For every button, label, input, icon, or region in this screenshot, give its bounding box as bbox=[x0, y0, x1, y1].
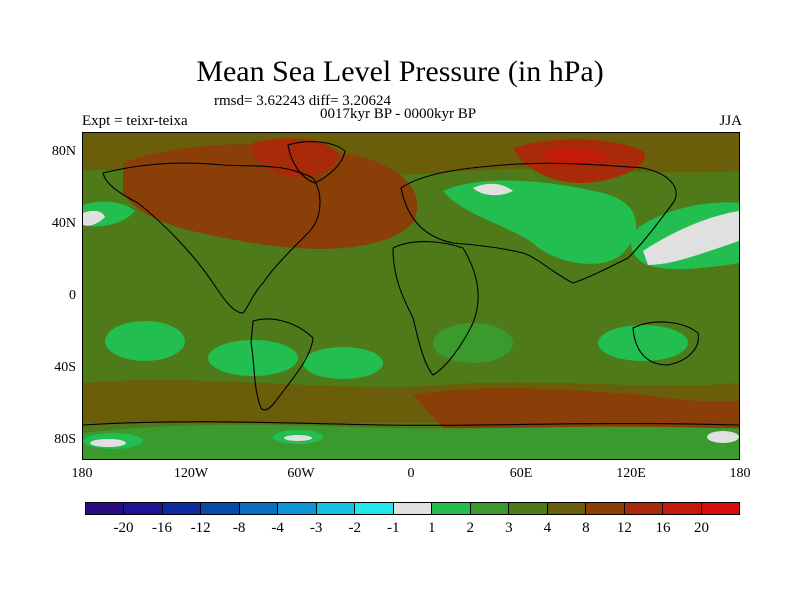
stats-subtitle: rmsd= 3.62243 diff= 3.20624 bbox=[214, 93, 392, 109]
y-tick-label: 40N bbox=[51, 216, 76, 231]
colorbar-label: -2 bbox=[348, 520, 361, 536]
nw-pacific-neutral bbox=[83, 210, 105, 226]
colorbar-label: 16 bbox=[655, 520, 671, 536]
period-subtitle: 0017kyr BP - 0000kyr BP bbox=[320, 106, 477, 122]
ross-neutral bbox=[90, 439, 126, 447]
colorbar-label: 12 bbox=[616, 520, 632, 536]
experiment-label: Expt = teixr-teixa bbox=[82, 113, 188, 129]
colorbar bbox=[85, 502, 740, 515]
colorbar-swatch bbox=[162, 503, 202, 514]
colorbar-label: -1 bbox=[386, 520, 400, 536]
africa-coast bbox=[392, 241, 479, 376]
colorbar-label: 8 bbox=[582, 520, 590, 536]
colorbar-swatch bbox=[586, 503, 625, 514]
map-canvas bbox=[83, 133, 739, 459]
colorbar-label: 4 bbox=[543, 520, 552, 536]
colorbar-label: 3 bbox=[505, 520, 513, 536]
colorbar-swatch bbox=[470, 503, 510, 514]
colorbar-label: 1 bbox=[428, 520, 436, 536]
colorbar-swatch bbox=[355, 503, 394, 514]
s-atlantic-mid bbox=[433, 323, 513, 363]
x-tick-label: 60W bbox=[287, 466, 315, 481]
north-pacific-neutral bbox=[643, 211, 739, 265]
x-tick-label: 120E bbox=[616, 466, 646, 481]
y-tick-label: 0 bbox=[69, 288, 76, 303]
chart-title: Mean Sea Level Pressure (in hPa) bbox=[196, 55, 604, 88]
colorbar-swatch bbox=[201, 503, 240, 514]
weddell-neutral bbox=[284, 435, 312, 441]
greenland-coast bbox=[287, 141, 346, 184]
south-america-coast bbox=[250, 318, 314, 411]
colorbar-label: -12 bbox=[190, 520, 211, 536]
north-america-high bbox=[123, 144, 418, 249]
y-tick-label: 80N bbox=[51, 144, 76, 159]
colorbar-swatch bbox=[239, 503, 279, 514]
colorbar-swatch bbox=[663, 503, 702, 514]
s-atlantic-low bbox=[303, 347, 383, 379]
siberia-max-core bbox=[543, 148, 608, 167]
x-tick-label: 180 bbox=[729, 466, 751, 481]
east-antarctic-neutral bbox=[707, 431, 739, 443]
x-tick-label: 180 bbox=[71, 466, 93, 481]
coastlines bbox=[83, 141, 739, 426]
s-indian-low bbox=[598, 325, 688, 361]
colorbar-swatch bbox=[624, 503, 664, 514]
colorbar-swatch bbox=[547, 503, 587, 514]
colorbar-swatch bbox=[701, 503, 739, 514]
x-tick-label: 60E bbox=[509, 466, 533, 481]
colorbar-swatch bbox=[316, 503, 356, 514]
colorbar-swatch bbox=[509, 503, 548, 514]
y-tick-label: 40S bbox=[54, 360, 76, 375]
colorbar-label: 20 bbox=[693, 520, 709, 536]
s-pacific-low bbox=[105, 321, 185, 361]
colorbar-label: -4 bbox=[271, 520, 284, 536]
eurasia-neutral-patch bbox=[473, 183, 513, 196]
colorbar-swatch bbox=[124, 503, 163, 514]
colorbar-label: -20 bbox=[113, 520, 134, 536]
north-america-coast bbox=[102, 162, 321, 314]
colorbar-swatch bbox=[278, 503, 317, 514]
colorbar-label: -8 bbox=[232, 520, 246, 536]
x-tick-label: 0 bbox=[407, 466, 415, 481]
southern-ocean-high bbox=[413, 388, 739, 428]
colorbar-label: 2 bbox=[466, 520, 475, 536]
colorbar-label: -16 bbox=[152, 520, 173, 536]
season-label: JJA bbox=[719, 113, 742, 129]
colorbar-swatch bbox=[86, 503, 125, 514]
map-plot-area bbox=[82, 132, 740, 460]
colorbar-swatch bbox=[393, 503, 433, 514]
antarctica-field bbox=[83, 424, 739, 459]
eurasia-low bbox=[443, 180, 637, 264]
x-tick-label: 120W bbox=[173, 466, 209, 481]
australia-coast bbox=[632, 321, 699, 366]
eurasia-coast bbox=[400, 162, 677, 284]
antarctica-coast bbox=[83, 421, 739, 426]
y-tick-label: 80S bbox=[54, 432, 76, 447]
colorbar-label: -3 bbox=[309, 520, 323, 536]
colorbar-swatch bbox=[432, 503, 471, 514]
